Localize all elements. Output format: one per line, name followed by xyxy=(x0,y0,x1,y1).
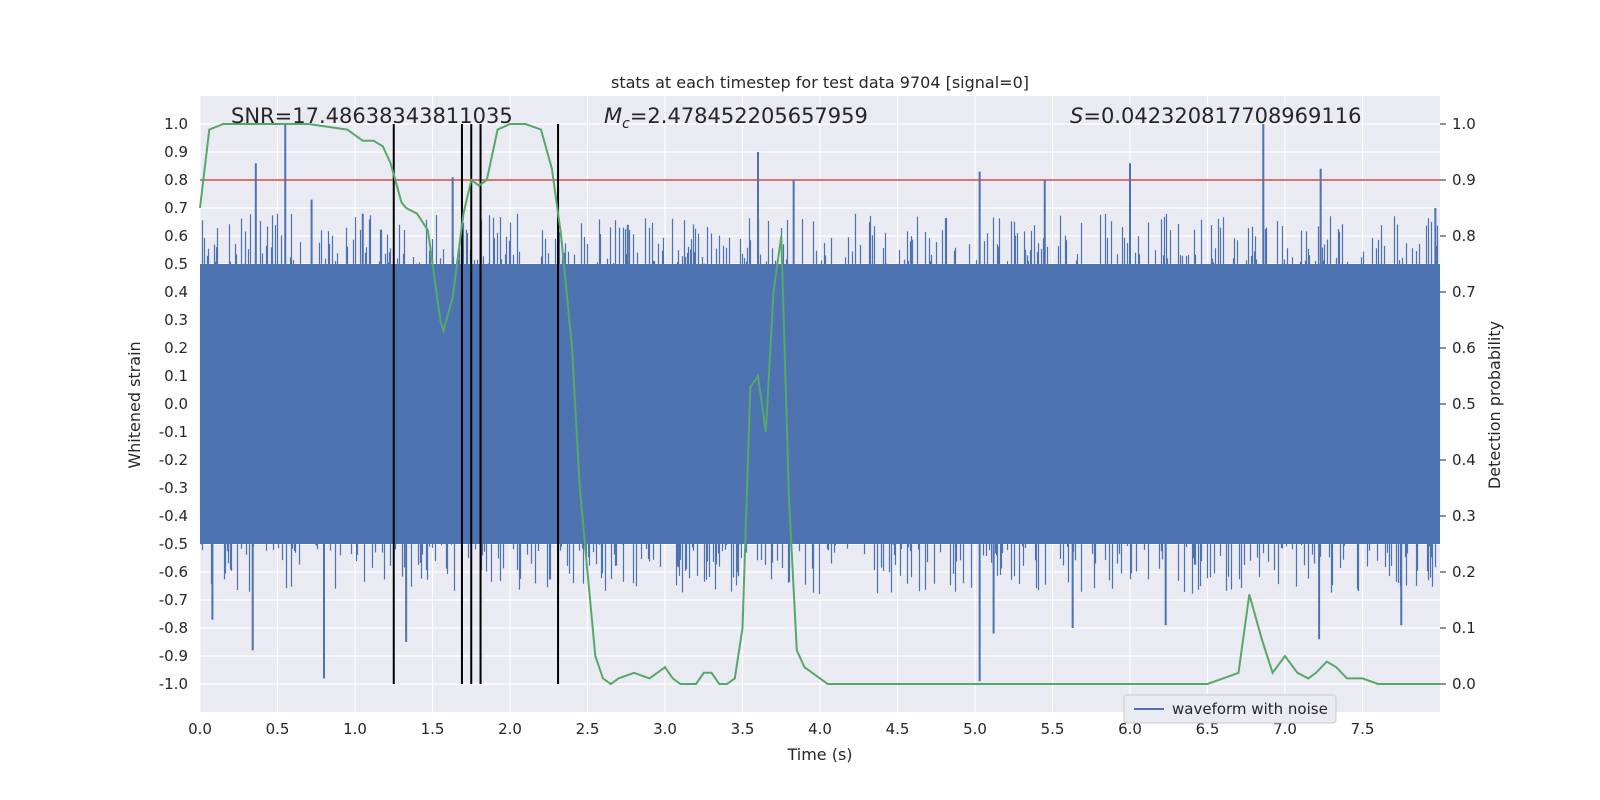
y-tick-label: -0.2 xyxy=(159,451,188,469)
y-tick-label: -0.1 xyxy=(159,423,188,441)
y2-tick-label: 1.0 xyxy=(1452,115,1476,133)
y-tick-label: -0.7 xyxy=(159,591,188,609)
x-tick-label: 2.5 xyxy=(576,720,600,738)
s-value: =0.042320817708969116 xyxy=(1083,104,1361,128)
legend: waveform with noise xyxy=(1123,694,1337,724)
y2-tick-label: 0.6 xyxy=(1452,339,1476,357)
waveform-band xyxy=(200,264,1440,544)
x-tick-label: 3.5 xyxy=(731,720,755,738)
mc-symbol: M xyxy=(604,104,622,128)
mc-subscript: c xyxy=(622,116,630,132)
x-tick-label: 4.0 xyxy=(808,720,832,738)
legend-box xyxy=(1123,694,1337,724)
y-tick-label: 1.0 xyxy=(164,115,188,133)
y2-tick-label: 0.9 xyxy=(1452,171,1476,189)
y-tick-label: 0.4 xyxy=(164,283,188,301)
x-tick-label: 3.0 xyxy=(653,720,677,738)
y2-tick-label: 0.5 xyxy=(1452,395,1476,413)
y-axis-label: Whitened strain xyxy=(125,341,144,468)
chirp-mass-annotation: Mc=2.478452205657959 xyxy=(604,104,868,132)
y-tick-label: -0.5 xyxy=(159,535,188,553)
y-tick-label: -0.6 xyxy=(159,563,188,581)
y2-tick-label: 0.0 xyxy=(1452,675,1476,693)
ticks: 0.0 0.5 1.0 1.5 2.0 2.5 3.0 3.5 4.0 4.5 5.0 5.5 6.0 6… xyxy=(159,115,1476,738)
mc-value: =2.478452205657959 xyxy=(630,104,868,128)
y2-axis-label: Detection probability xyxy=(1485,321,1504,489)
chart-title: stats at each timestep for test data 970… xyxy=(611,73,1029,92)
probability-layer xyxy=(199,123,1440,686)
s-annotation: S=0.042320817708969116 xyxy=(1070,104,1361,128)
y-tick-label: -0.9 xyxy=(159,647,188,665)
y-tick-label: 0.0 xyxy=(164,395,188,413)
waveform-series xyxy=(199,124,1441,682)
y-tick-label: 0.5 xyxy=(164,255,188,273)
y2-tick-label: 0.2 xyxy=(1452,563,1476,581)
y-tick-label: 0.8 xyxy=(164,171,188,189)
y-tick-label: -0.8 xyxy=(159,619,188,637)
y2-tick-label: 0.3 xyxy=(1452,507,1476,525)
x-tick-label: 4.5 xyxy=(886,720,910,738)
x-tick-label: 5.5 xyxy=(1041,720,1065,738)
snr-annotation: SNR=17.48638343811035 xyxy=(231,104,513,128)
x-tick-label: 1.0 xyxy=(343,720,367,738)
legend-label: waveform with noise xyxy=(1172,700,1328,718)
y-tick-label: 0.2 xyxy=(164,339,188,357)
y2-tick-label: 0.8 xyxy=(1452,227,1476,245)
y2-tick-label: 0.7 xyxy=(1452,283,1476,301)
x-tick-label: 7.0 xyxy=(1273,720,1297,738)
y-tick-label: -0.3 xyxy=(159,479,188,497)
s-symbol: S xyxy=(1070,104,1083,128)
x-tick-label: 2.0 xyxy=(498,720,522,738)
x-tick-label: 5.0 xyxy=(963,720,987,738)
event-lines xyxy=(392,124,560,684)
y-tick-label: -0.4 xyxy=(159,507,188,525)
y-tick-label: 0.7 xyxy=(164,199,188,217)
y-tick-label: 0.6 xyxy=(164,227,188,245)
detection-probability-line xyxy=(199,123,1440,686)
x-tick-label: 7.5 xyxy=(1351,720,1375,738)
y-tick-label: 0.3 xyxy=(164,311,188,329)
y-tick-label: 0.9 xyxy=(164,143,188,161)
y-tick-label: -1.0 xyxy=(159,675,188,693)
x-tick-label: 0.0 xyxy=(188,720,212,738)
x-tick-label: 6.5 xyxy=(1196,720,1220,738)
y2-tick-label: 0.1 xyxy=(1452,619,1476,637)
x-tick-label: 6.0 xyxy=(1118,720,1142,738)
y-tick-label: 0.1 xyxy=(164,367,188,385)
x-tick-label: 1.5 xyxy=(421,720,445,738)
x-axis-label: Time (s) xyxy=(786,745,852,764)
x-tick-label: 0.5 xyxy=(266,720,290,738)
y2-tick-label: 0.4 xyxy=(1452,451,1476,469)
